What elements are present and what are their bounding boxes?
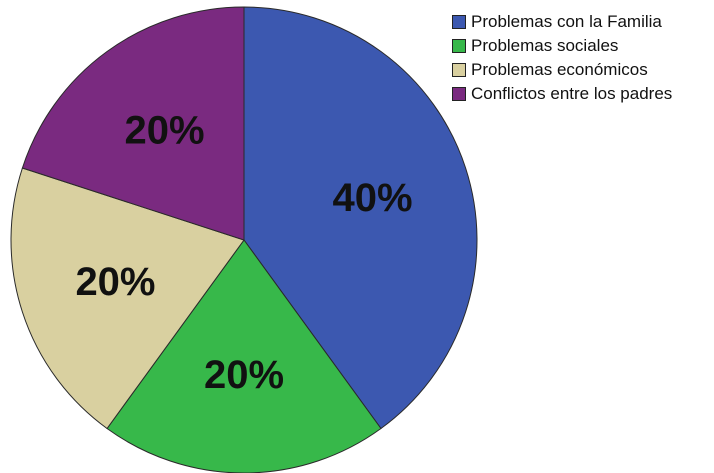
legend: Problemas con la Familia Problemas socia… [452,10,672,106]
pie-label-familia: 40% [332,176,412,220]
legend-item-sociales: Problemas sociales [452,34,672,58]
legend-label-economicos: Problemas económicos [471,60,648,79]
legend-swatch-sociales [452,39,466,53]
pie-label-conflictos: 20% [125,109,205,153]
pie-slice-familia [243,6,478,430]
pie-slice-sociales [106,239,382,473]
legend-swatch-conflictos [452,87,466,101]
pie-slice-economicos [10,167,245,430]
pie-slice-conflictos [21,6,245,241]
legend-item-familia: Problemas con la Familia [452,10,672,34]
pie-label-sociales: 20% [204,353,284,397]
legend-label-sociales: Problemas sociales [471,36,619,55]
legend-item-economicos: Problemas económicos [452,58,672,82]
pie-label-economicos: 20% [75,260,155,304]
legend-label-conflictos: Conflictos entre los padres [471,84,673,103]
legend-swatch-familia [452,15,466,29]
legend-label-familia: Problemas con la Familia [471,12,662,31]
legend-swatch-economicos [452,63,466,77]
legend-item-conflictos: Conflictos entre los padres [452,82,672,106]
